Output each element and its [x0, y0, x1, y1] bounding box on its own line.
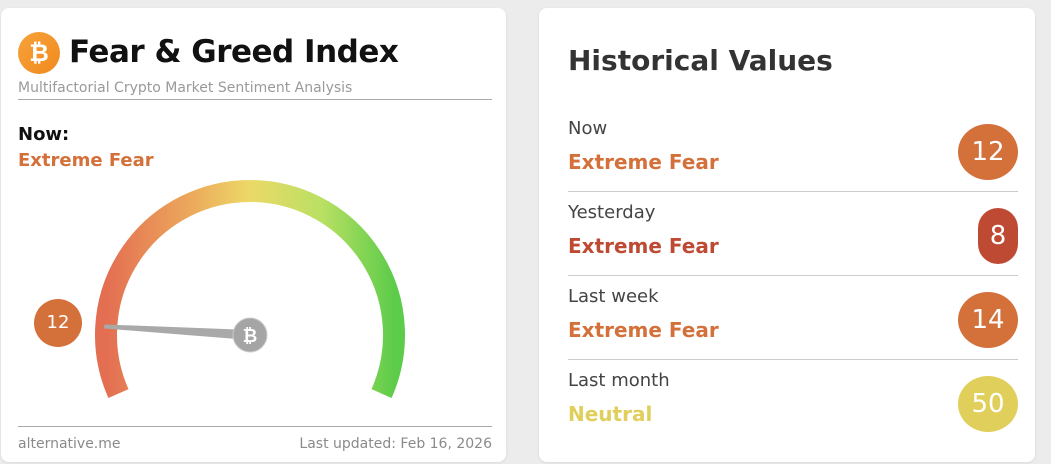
- historical-title: Historical Values: [568, 44, 833, 77]
- history-classification: Extreme Fear: [568, 234, 719, 258]
- last-updated: Last updated: Feb 16, 2026: [299, 436, 492, 452]
- source-link[interactable]: alternative.me: [18, 436, 121, 452]
- gauge-arc: [95, 180, 405, 399]
- history-value-badge: 50: [958, 376, 1018, 432]
- divider: [18, 99, 492, 100]
- history-classification: Extreme Fear: [568, 150, 719, 174]
- widget-subtitle: Multifactorial Crypto Market Sentiment A…: [18, 80, 353, 96]
- gauge-needle: [104, 324, 251, 340]
- history-row: Now Extreme Fear 12: [568, 108, 1018, 192]
- history-row: Last month Neutral 50: [568, 360, 1018, 444]
- now-label: Now:: [18, 124, 70, 145]
- needle-hub-bitcoin-icon: [232, 317, 268, 353]
- history-value-badge: 8: [978, 208, 1018, 264]
- fear-greed-widget: ₿ Fear & Greed Index Multifactorial Cryp…: [1, 8, 506, 462]
- gauge: ₿: [95, 180, 405, 399]
- history-classification: Neutral: [568, 402, 653, 426]
- divider: [18, 426, 492, 427]
- historical-values-panel: Historical Values Now Extreme Fear 12 Ye…: [539, 8, 1035, 462]
- history-label: Last week: [568, 286, 659, 307]
- history-classification: Extreme Fear: [568, 318, 719, 342]
- history-value-badge: 12: [958, 124, 1018, 180]
- gauge-value-badge: 12: [34, 299, 82, 347]
- history-label: Yesterday: [568, 202, 656, 223]
- divider: [568, 275, 1018, 276]
- history-label: Now: [568, 118, 608, 139]
- bitcoin-icon: ₿: [18, 32, 60, 74]
- widget-title: Fear & Greed Index: [69, 34, 399, 70]
- divider: [568, 191, 1018, 192]
- history-row: Yesterday Extreme Fear 8: [568, 192, 1018, 276]
- divider: [568, 359, 1018, 360]
- hub-bitcoin-glyph: ₿: [243, 326, 258, 347]
- history-value-badge: 14: [958, 292, 1018, 348]
- history-label: Last month: [568, 370, 670, 391]
- history-row: Last week Extreme Fear 14: [568, 276, 1018, 360]
- now-classification: Extreme Fear: [18, 150, 154, 171]
